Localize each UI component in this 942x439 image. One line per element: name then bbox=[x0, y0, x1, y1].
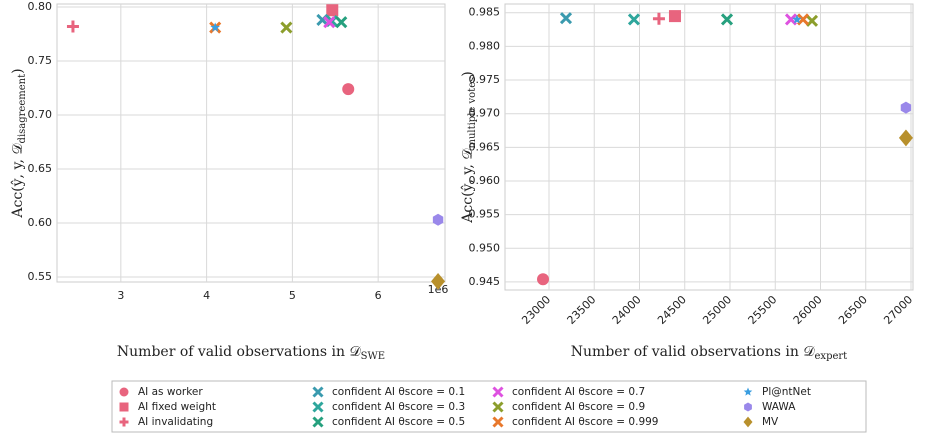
y-axis-label-part: ) bbox=[10, 68, 26, 73]
marker bbox=[537, 273, 550, 286]
marker bbox=[559, 12, 573, 25]
marker bbox=[280, 21, 293, 34]
y-tick-label: 0.965 bbox=[469, 140, 501, 153]
legend-box bbox=[111, 380, 867, 433]
marker bbox=[720, 13, 734, 26]
x-axis-label: Number of valid observations in 𝒟SWE bbox=[117, 344, 385, 362]
legend-marker bbox=[743, 387, 753, 396]
legend-marker bbox=[119, 417, 129, 427]
x-tick-label: 3 bbox=[117, 289, 124, 302]
y-tick-label: 0.985 bbox=[469, 6, 501, 19]
legend-label: MV bbox=[762, 416, 779, 428]
legend-marker bbox=[312, 401, 324, 413]
marker bbox=[668, 10, 681, 23]
y-tick-label: 0.975 bbox=[469, 73, 501, 86]
y-tick-label: 0.955 bbox=[469, 208, 501, 221]
y-tick-label: 0.60 bbox=[28, 216, 53, 229]
legend-label: AI invalidating bbox=[138, 416, 213, 428]
marker bbox=[805, 14, 819, 27]
y-axis-label-part: Acc(ŷ, y, 𝒟 bbox=[9, 143, 26, 219]
x-tick-label: 6 bbox=[375, 289, 382, 302]
marker bbox=[210, 22, 220, 32]
x-axis-label: Number of valid observations in 𝒟expert bbox=[571, 344, 847, 362]
legend-marker bbox=[119, 402, 129, 412]
y-tick-label: 0.75 bbox=[28, 54, 53, 67]
x-axis-label-part: Number of valid observations in 𝒟 bbox=[117, 344, 362, 360]
marker bbox=[431, 272, 446, 290]
marker bbox=[792, 14, 802, 24]
marker bbox=[627, 13, 641, 26]
legend-label: AI fixed weight bbox=[138, 401, 216, 413]
marker bbox=[326, 4, 339, 17]
x-tick-label: 5 bbox=[289, 289, 296, 302]
legend-label: confident AI θscore = 0.3 bbox=[332, 401, 465, 413]
x-tick-label: 23000 bbox=[519, 293, 553, 327]
x-tick-label: 26500 bbox=[836, 293, 870, 327]
x-axis-label-part: SWE bbox=[361, 351, 385, 362]
x-tick-label: 25000 bbox=[700, 293, 734, 327]
y-tick-label: 0.950 bbox=[469, 241, 501, 254]
legend-marker bbox=[744, 402, 752, 412]
y-axis-label-part: multiple votes bbox=[467, 77, 478, 149]
y-axis-label-part: disagreement bbox=[17, 74, 28, 144]
legend-label: confident AI θscore = 0.1 bbox=[332, 386, 465, 398]
y-tick-label: 0.960 bbox=[469, 174, 501, 187]
legend-label: confident AI θscore = 0.999 bbox=[512, 416, 659, 428]
x-tick-label: 25500 bbox=[746, 293, 780, 327]
legend-label: confident AI θscore = 0.5 bbox=[332, 416, 465, 428]
y-axis-label-part: Acc(ŷ, y, 𝒟 bbox=[459, 148, 476, 224]
legend-label: AI as worker bbox=[138, 386, 203, 398]
marker bbox=[323, 16, 336, 29]
y-axis-label-part: ) bbox=[460, 71, 476, 76]
legend-label: confident AI θscore = 0.9 bbox=[512, 401, 645, 413]
x-tick-label: 27000 bbox=[881, 293, 915, 327]
legend-marker bbox=[492, 401, 504, 413]
legend-marker bbox=[743, 416, 753, 428]
legend-label: Pl@ntNet bbox=[762, 386, 811, 398]
x-tick-label: 24000 bbox=[610, 293, 644, 327]
legend-label: WAWA bbox=[762, 401, 796, 413]
y-tick-label: 0.80 bbox=[28, 0, 53, 13]
marker bbox=[432, 213, 444, 226]
y-tick-label: 0.970 bbox=[469, 107, 501, 120]
x-tick-label: 23500 bbox=[565, 293, 599, 327]
legend-label: confident AI θscore = 0.7 bbox=[512, 386, 645, 398]
x-tick-label: 24500 bbox=[655, 293, 689, 327]
x-axis-label-part: expert bbox=[815, 351, 848, 362]
x-tick-label: 4 bbox=[203, 289, 210, 302]
y-tick-label: 0.70 bbox=[28, 108, 53, 121]
legend-marker bbox=[492, 416, 504, 428]
legend-marker bbox=[119, 387, 129, 397]
marker bbox=[66, 20, 79, 33]
y-tick-label: 0.55 bbox=[28, 270, 53, 283]
marker bbox=[652, 12, 665, 25]
marker bbox=[342, 83, 355, 96]
x-tick-label: 26000 bbox=[791, 293, 825, 327]
marker bbox=[335, 16, 348, 29]
legend-marker bbox=[312, 416, 324, 428]
marker bbox=[898, 129, 913, 147]
y-axis-label: Acc(ŷ, y, 𝒟multiple votes) bbox=[459, 71, 478, 223]
legend-marker bbox=[492, 386, 504, 398]
y-tick-label: 0.65 bbox=[28, 162, 53, 175]
y-axis-label: Acc(ŷ, y, 𝒟disagreement) bbox=[9, 68, 28, 218]
marker bbox=[900, 101, 912, 114]
legend-marker bbox=[312, 386, 324, 398]
y-tick-label: 0.945 bbox=[469, 275, 501, 288]
plot-area bbox=[56, 3, 446, 283]
y-tick-label: 0.980 bbox=[469, 39, 501, 52]
x-axis-label-part: Number of valid observations in 𝒟 bbox=[571, 344, 816, 360]
